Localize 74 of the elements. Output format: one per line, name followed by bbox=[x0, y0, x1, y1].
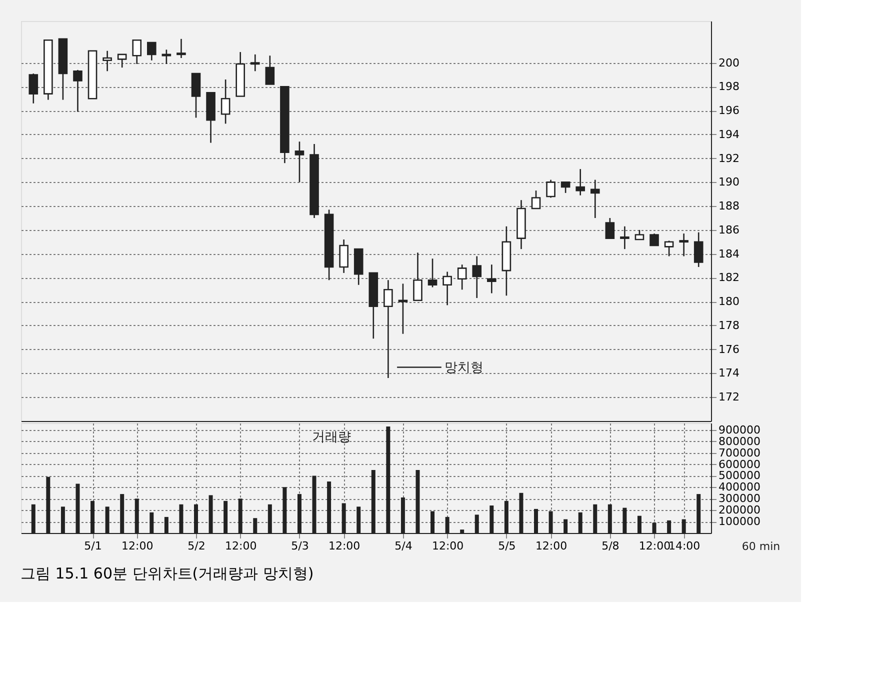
y-tick-label: 100000 bbox=[718, 515, 760, 528]
x-tick-label: 12:00 bbox=[535, 540, 568, 552]
candlestick bbox=[147, 42, 156, 62]
y-tick-label: 172 bbox=[718, 390, 740, 404]
candlestick bbox=[560, 182, 570, 194]
y-tick-label: 198 bbox=[718, 80, 740, 94]
y-tick-label: 180 bbox=[718, 295, 740, 308]
candlestick bbox=[28, 72, 38, 104]
x-tick-label: 5/2 bbox=[188, 540, 206, 552]
candlestick bbox=[294, 140, 304, 183]
y-tick-label: 178 bbox=[718, 318, 740, 332]
candlestick bbox=[664, 240, 674, 257]
y-tick-label: 182 bbox=[718, 271, 740, 284]
x-tick-label: 5/1 bbox=[84, 540, 102, 552]
x-tick-label: 12:00 bbox=[122, 540, 154, 552]
y-tick-label: 500000 bbox=[718, 469, 760, 482]
y-tick-label: 194 bbox=[718, 128, 740, 141]
y-tick-label: 900000 bbox=[718, 423, 760, 436]
x-tick-label: 12:00 bbox=[638, 540, 671, 552]
candlestick bbox=[457, 264, 467, 290]
candlestick bbox=[339, 238, 348, 274]
y-tick-label: 600000 bbox=[718, 458, 760, 471]
candlestick bbox=[413, 252, 422, 302]
candlestick bbox=[442, 271, 452, 306]
x-tick-label: 5/5 bbox=[498, 540, 516, 552]
annotation: 망치형 bbox=[444, 360, 484, 376]
candlestick bbox=[546, 179, 556, 198]
candlestick bbox=[102, 50, 112, 72]
candlestick bbox=[487, 264, 496, 294]
candlestick bbox=[620, 226, 630, 250]
candlestick bbox=[384, 279, 393, 379]
x-tick-label: 12:00 bbox=[328, 540, 360, 552]
candlestick bbox=[590, 179, 600, 219]
y-tick-label: 200000 bbox=[718, 504, 760, 517]
x-tick-label: 12:00 bbox=[432, 540, 464, 552]
x-tick-label: 5/3 bbox=[291, 540, 309, 552]
candlestick bbox=[132, 39, 142, 65]
candlestick bbox=[220, 78, 230, 124]
candlestick bbox=[117, 54, 127, 68]
candlestick bbox=[265, 54, 275, 85]
y-tick-label: 190 bbox=[718, 176, 740, 189]
candlestick bbox=[162, 49, 172, 65]
candlestick bbox=[472, 256, 482, 299]
text: 그림 15.1 60분 단위차트(거래량과 망치형) bbox=[20, 564, 314, 582]
y-tick-label: 186 bbox=[718, 223, 740, 236]
candlestick bbox=[694, 232, 704, 268]
candlestick bbox=[634, 229, 644, 240]
x-tick-label: 5/8 bbox=[602, 540, 620, 552]
y-tick-label: 176 bbox=[718, 342, 740, 356]
text: 60 min bbox=[742, 540, 780, 553]
candlestick bbox=[650, 232, 659, 246]
x-tick-label: 12:00 bbox=[224, 540, 257, 552]
y-tick-label: 700000 bbox=[718, 446, 760, 460]
x-tick-label: 5/4 bbox=[394, 540, 412, 552]
y-tick-label: 192 bbox=[718, 152, 740, 165]
candlestick bbox=[428, 258, 438, 288]
y-tick-label: 200 bbox=[718, 56, 740, 70]
candlestick bbox=[250, 54, 260, 72]
y-tick-label: 800000 bbox=[718, 434, 760, 448]
y-tick-label: 188 bbox=[718, 200, 740, 213]
y-tick-label: 400000 bbox=[718, 480, 760, 494]
y-tick-label: 196 bbox=[718, 104, 740, 118]
candlestick bbox=[531, 190, 541, 210]
y-tick-label: 184 bbox=[718, 247, 740, 260]
candlestick bbox=[73, 69, 82, 112]
candlestick bbox=[679, 232, 688, 257]
y-tick-label: 174 bbox=[718, 366, 740, 380]
candlestick bbox=[176, 38, 186, 59]
annotation: 거래량 bbox=[312, 430, 351, 445]
candlestick bbox=[191, 72, 201, 118]
x-tick-label: 14:00 bbox=[668, 540, 700, 552]
candlestick bbox=[576, 168, 585, 196]
y-tick-label: 300000 bbox=[718, 492, 760, 506]
candlestick bbox=[605, 217, 615, 239]
